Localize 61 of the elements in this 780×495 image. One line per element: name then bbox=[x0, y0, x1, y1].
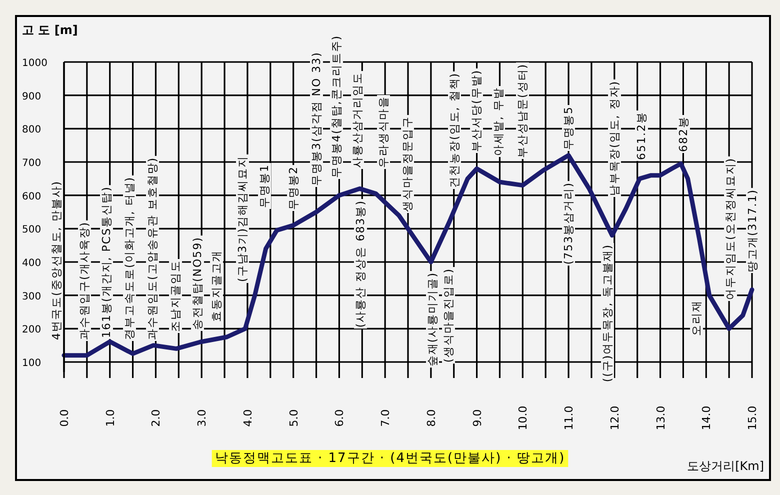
annotation: 과수원임도(고압송유관 보호철망) bbox=[146, 156, 159, 340]
annotation: 송전철탑(NO59) bbox=[191, 236, 204, 330]
x-axis-title: 도상거리[Km] bbox=[687, 459, 764, 473]
y-tick-label: 1000 bbox=[22, 58, 48, 69]
annotation: 부산성남문(성터) bbox=[516, 63, 529, 158]
x-tick-label: 10.0 bbox=[516, 406, 530, 430]
y-tick-label: 200 bbox=[22, 324, 42, 336]
annotation: 어두지임도(오천정씨묘지) bbox=[724, 157, 737, 300]
x-tick-label: 3.0 bbox=[196, 409, 209, 427]
x-tick-label: 9.0 bbox=[470, 409, 484, 427]
x-tick-label: 13.0 bbox=[654, 406, 668, 430]
annotation: 조남지골임도 bbox=[169, 260, 182, 332]
y-tick-label: 700 bbox=[22, 158, 42, 169]
text: 4번국도(중앙선철도, 만불사) bbox=[50, 180, 63, 340]
annotation: 부산서당(무밭) bbox=[470, 69, 483, 152]
x-tick-label: 15.0 bbox=[746, 406, 759, 430]
x-tick-label: 4.0 bbox=[241, 409, 254, 427]
annotation: 무명봉4(철탑,콘크리트주) bbox=[330, 34, 343, 178]
x-tick-label: 1.0 bbox=[104, 409, 117, 427]
annotation: 무명봉3(삼각점 NO 33) bbox=[310, 52, 323, 186]
y-tick-label: 300 bbox=[22, 291, 42, 302]
x-tick-label: 6.0 bbox=[333, 409, 346, 427]
y-tick-label: 100 bbox=[22, 358, 42, 369]
x-tick-label: 12.0 bbox=[608, 406, 622, 430]
annotation: (생식마을진입로) bbox=[442, 268, 455, 363]
y-tick-label: 600 bbox=[22, 191, 42, 202]
y-tick-label: 900 bbox=[22, 91, 42, 102]
text: 낙동정맥고도표 · 17구간 · (4번국도(만불사) · 땅고개) bbox=[214, 451, 566, 466]
y-tick-label: 800 bbox=[22, 124, 42, 136]
x-tick-label: 11.0 bbox=[562, 406, 576, 430]
annotation: 무명봉5 bbox=[562, 106, 575, 150]
annotation: 161봉(개간지, PCS통신탑) bbox=[100, 186, 113, 338]
y-tick-label: 400 bbox=[22, 258, 42, 269]
annotation: 682봉 bbox=[677, 116, 690, 152]
x-tick-label: 14.0 bbox=[700, 406, 714, 430]
annotation: 땅고개(317.1) bbox=[746, 188, 759, 272]
annotation: 생식마을정문입구 bbox=[401, 116, 414, 212]
annotation: (사룡산 정상은 683봉) bbox=[354, 200, 367, 328]
annotation: (753봉삼거리) bbox=[562, 182, 575, 265]
x-tick-label: 7.0 bbox=[379, 409, 392, 427]
x-tick-label: 8.0 bbox=[424, 409, 438, 427]
y-axis-title: 고 도 [m] bbox=[22, 23, 78, 37]
annotation: 아세밭, 무밭 bbox=[492, 87, 505, 156]
x-tick-label: 2.0 bbox=[150, 409, 163, 427]
x-tick-label: 5.0 bbox=[287, 409, 300, 427]
annotation: 과수원입구(개사육장) bbox=[78, 221, 91, 340]
annotation: 651.2봉 bbox=[635, 112, 648, 160]
annotation: (구남3기)김해김씨묘지 bbox=[236, 155, 249, 282]
y-tick-label: 500 bbox=[22, 224, 42, 236]
annotation: 사룡산삼거리임도 bbox=[351, 72, 364, 168]
annotation: 오리재 bbox=[690, 300, 703, 336]
annotation: 건천농장(임도, 철책) bbox=[448, 72, 461, 188]
annotation: ((구)여두목장, 독고불재) bbox=[601, 244, 614, 382]
x-tick-label: 0.0 bbox=[58, 409, 71, 427]
annotation: 무명봉2 bbox=[287, 166, 300, 210]
annotation: 경부고속도로(이화고개, 터널) bbox=[123, 176, 136, 340]
annotation: 무명봉1 bbox=[258, 164, 271, 208]
annotation: 우라생식마을 bbox=[377, 96, 390, 168]
annotation: 남부목장(임도, 정자) bbox=[608, 80, 621, 196]
annotation: 숲재(사룡미기골) bbox=[426, 272, 439, 367]
annotation: 효동지골고개 bbox=[210, 250, 223, 322]
